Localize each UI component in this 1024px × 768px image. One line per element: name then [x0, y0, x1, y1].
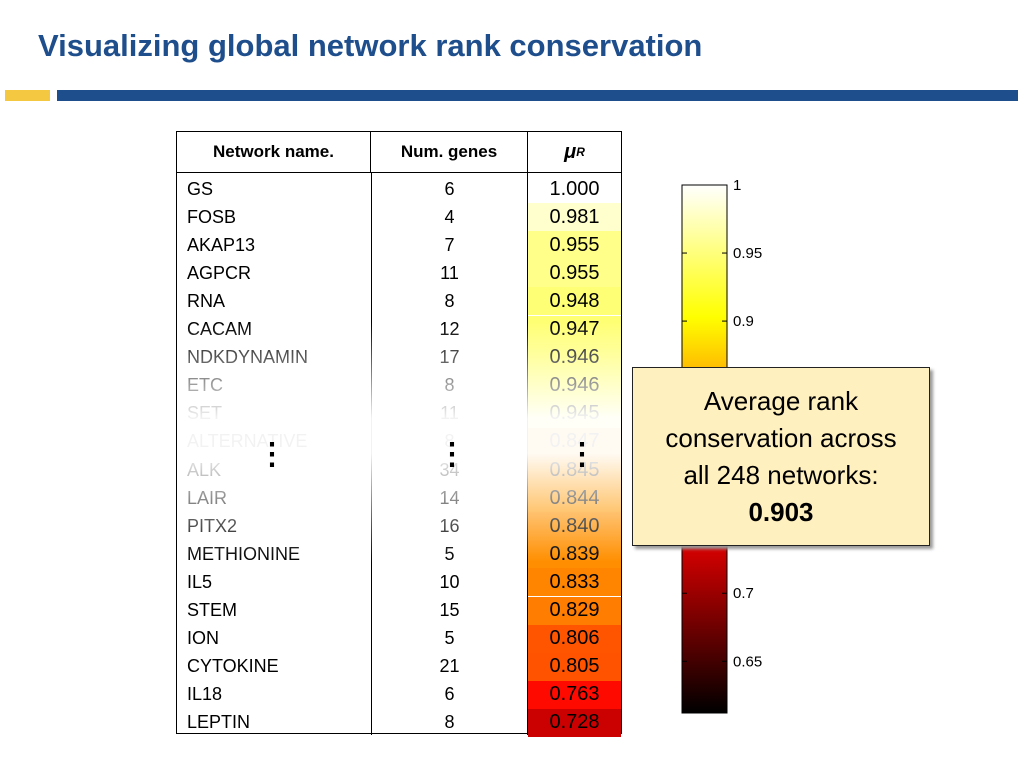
colorbar-tick-label: 0.9: [733, 313, 754, 330]
mu-value: 0.948: [528, 287, 621, 316]
header-cell: Num. genes: [371, 132, 528, 173]
header-cell: Network name.: [177, 132, 371, 173]
mu-value: 0.981: [528, 203, 621, 232]
num-genes: 8: [444, 712, 455, 733]
mu-value: 0.833: [528, 568, 621, 597]
callout-value: 0.903: [748, 496, 814, 527]
accent-bar: [5, 90, 50, 101]
num-genes: 6: [444, 178, 455, 199]
mu-subscript: R: [576, 145, 585, 159]
network-name: LEPTIN: [187, 712, 251, 733]
network-name: FOSB: [187, 206, 237, 227]
mu-value: 1.000: [528, 175, 621, 204]
callout-text: Average rank conservation across all 248…: [665, 385, 897, 490]
mu-value: 0.955: [528, 259, 621, 288]
network-name: IL18: [187, 684, 223, 705]
network-name: STEM: [187, 600, 238, 621]
colorbar-tick-label: 0.65: [733, 653, 762, 670]
mu-value: 0.805: [528, 652, 621, 681]
mu-value: 0.763: [528, 680, 621, 709]
num-genes: 21: [439, 656, 460, 677]
num-genes: 8: [444, 290, 455, 311]
network-name: AKAP13: [187, 234, 256, 255]
network-name: GS: [187, 178, 214, 199]
fade-overlay: [177, 322, 621, 562]
network-name: CYTOKINE: [187, 656, 279, 677]
network-name: ION: [187, 628, 220, 649]
mu-symbol: μ: [564, 140, 577, 163]
num-genes: 10: [439, 571, 460, 592]
title-rule: [57, 90, 1018, 101]
network-name: AGPCR: [187, 262, 252, 283]
num-genes: 5: [444, 628, 455, 649]
ellipsis: ⋮: [257, 437, 287, 471]
num-genes: 7: [444, 234, 455, 255]
num-genes: 4: [444, 206, 455, 227]
num-genes: 6: [444, 684, 455, 705]
mu-value: 0.829: [528, 596, 621, 625]
mu-value: 0.955: [528, 231, 621, 260]
num-genes: 15: [439, 600, 460, 621]
mu-value: 0.806: [528, 624, 621, 653]
mu-value: 0.728: [528, 708, 621, 737]
network-name: RNA: [187, 290, 226, 311]
colorbar-tick-label: 0.7: [733, 585, 754, 602]
network-name: IL5: [187, 571, 213, 592]
colorbar-tick-label: 1: [733, 177, 741, 194]
colorbar-tick-label: 0.95: [733, 245, 762, 262]
slide-title: Visualizing global network rank conserva…: [38, 28, 703, 63]
rank-table: Network name. Num. genes μ R GS 6 1.000 FOSB 4 0.…: [176, 131, 622, 737]
num-genes: 11: [440, 262, 459, 283]
ellipsis: ⋮: [437, 437, 467, 471]
callout: Average rank conservation across all 248…: [632, 367, 930, 546]
ellipsis: ⋮: [567, 437, 597, 471]
